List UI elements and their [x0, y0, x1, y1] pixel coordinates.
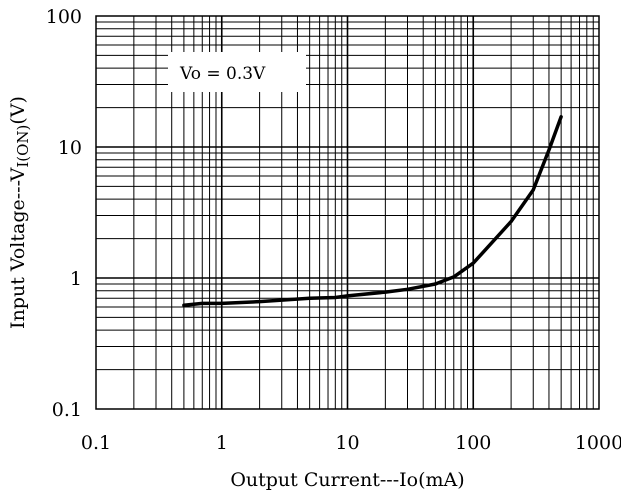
y-tick-label: 0.1	[52, 399, 82, 421]
x-tick-label: 1000	[575, 432, 621, 454]
x-tick-label: 10	[335, 432, 359, 454]
annotation-text: Vo = 0.3V	[179, 64, 266, 84]
x-tick-label: 100	[455, 432, 491, 454]
y-axis-title-main: Input Voltage---V	[7, 167, 29, 329]
plot-frame	[95, 15, 600, 410]
y-axis-title-subscript: I(ON)	[14, 125, 32, 168]
series-line	[182, 115, 563, 307]
y-axis-title-unit: (V)	[7, 96, 29, 125]
x-tick-label: 1	[216, 432, 228, 454]
annotation-box: Vo = 0.3V	[168, 52, 306, 92]
annotation-background	[168, 52, 306, 92]
y-tick-label: 1	[70, 268, 82, 290]
y-tick-label: 10	[58, 137, 82, 159]
x-axis-title: Output Current---Io(mA)	[230, 469, 464, 491]
x-tick-label: 0.1	[81, 432, 111, 454]
y-tick-label: 100	[46, 6, 82, 28]
y-axis-title: Input Voltage---VI(ON)(V)	[7, 96, 32, 329]
tick-labels: 0.1 1 10 100 1000 0.1 1 10 100	[46, 6, 621, 454]
